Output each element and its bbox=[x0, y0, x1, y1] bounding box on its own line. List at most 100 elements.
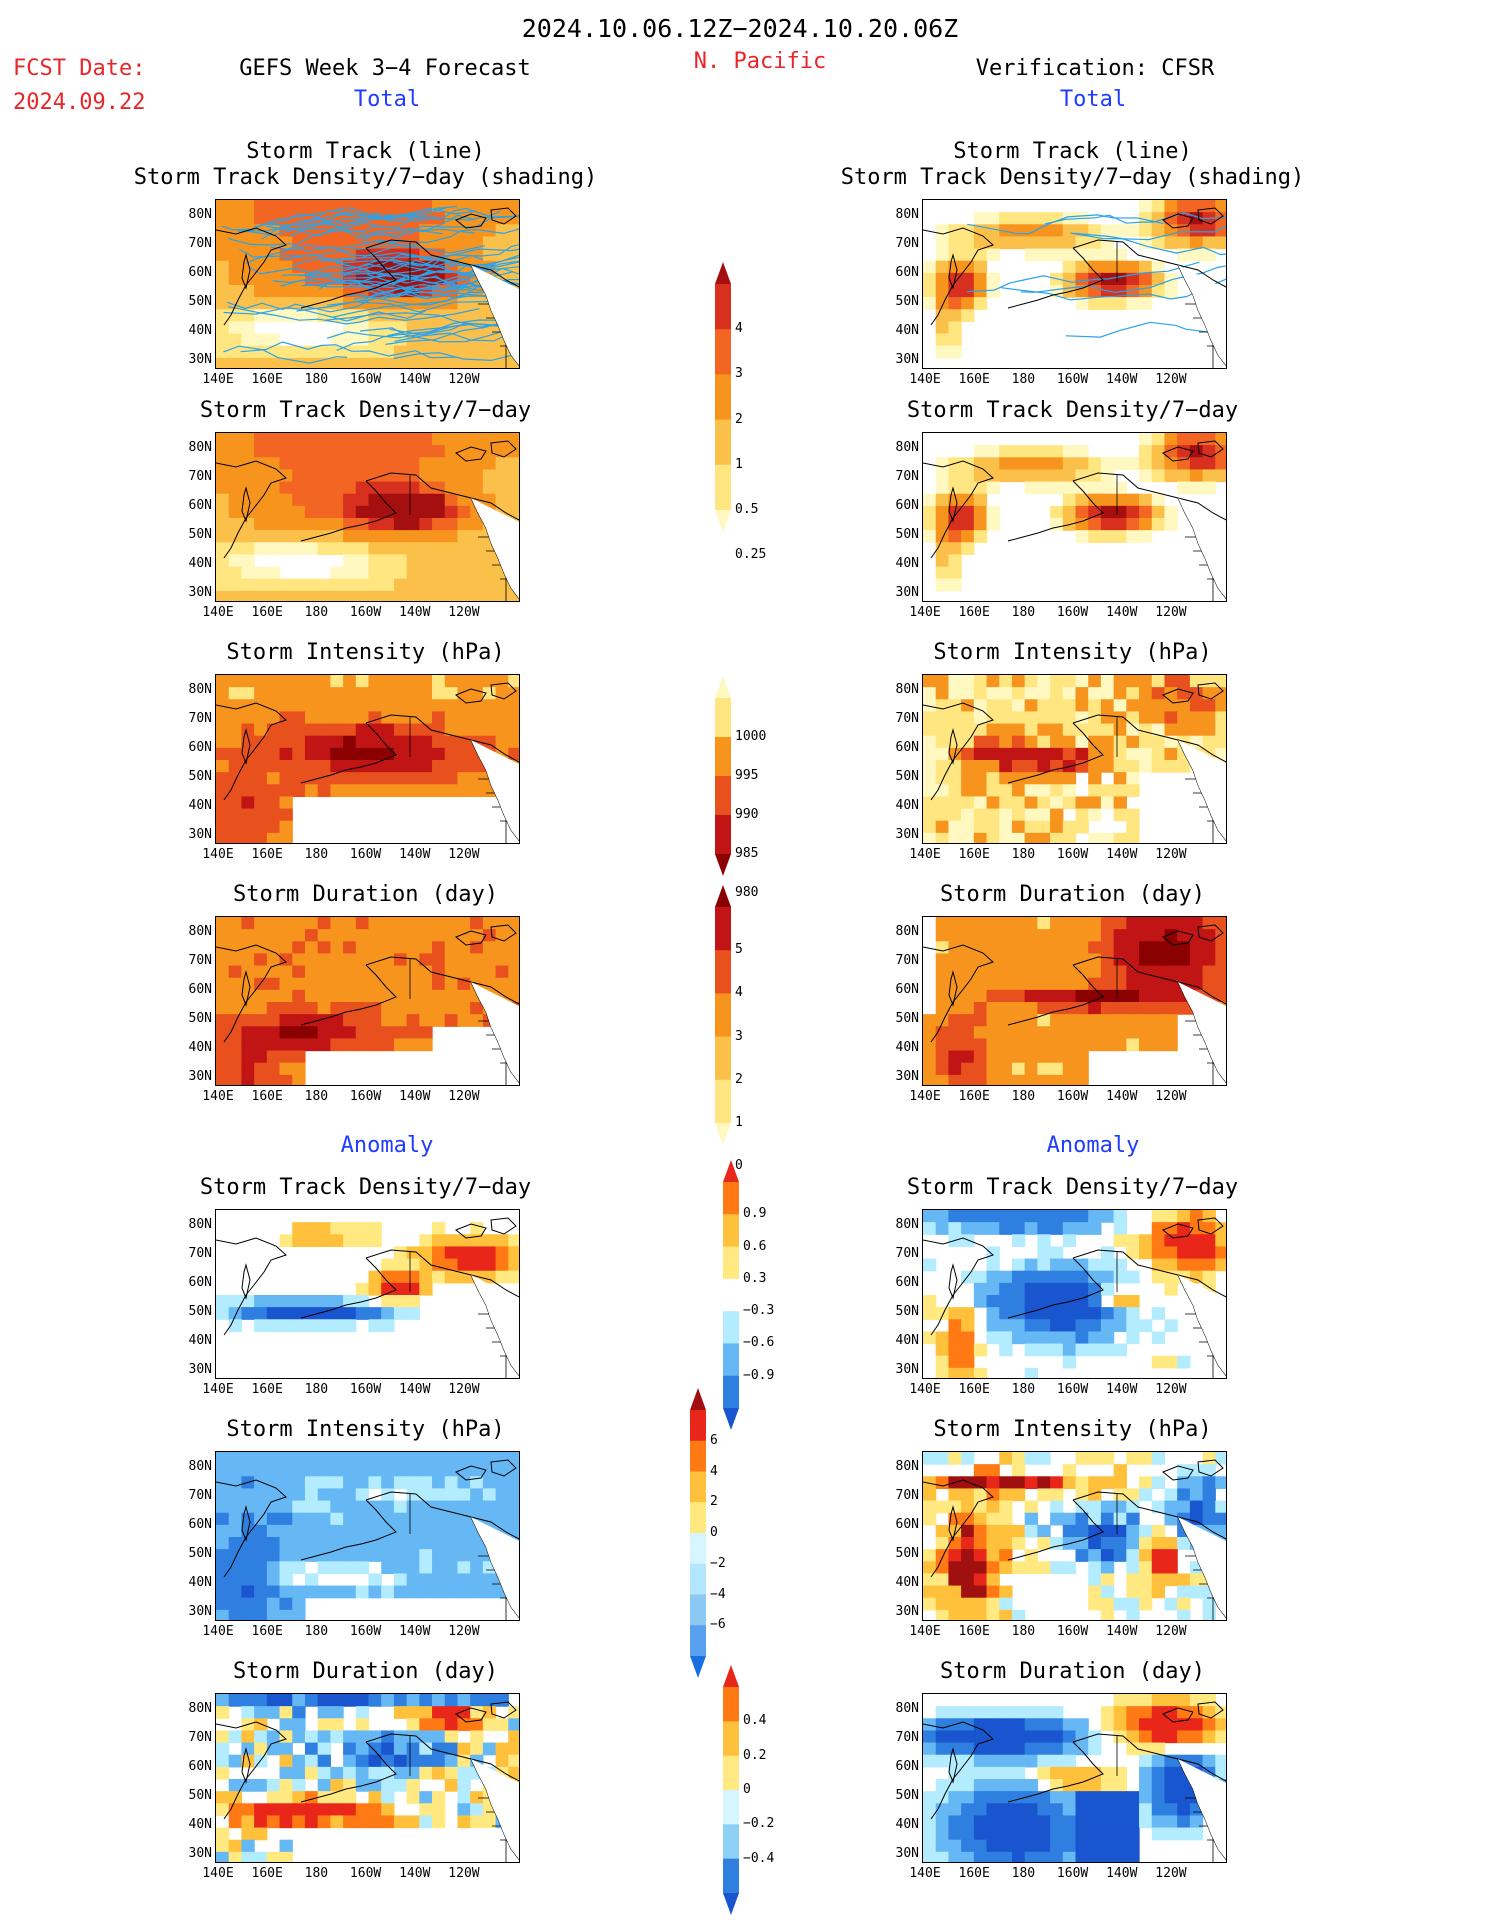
heatmap-cell bbox=[1113, 1791, 1127, 1804]
heatmap-cell bbox=[254, 1827, 268, 1841]
heatmap-cell bbox=[1037, 481, 1051, 495]
heatmap-cell bbox=[935, 699, 950, 713]
heatmap-cell bbox=[228, 1500, 243, 1514]
heatmap-cell bbox=[368, 445, 382, 458]
heatmap-cell bbox=[381, 784, 395, 798]
heatmap-cell bbox=[419, 1754, 433, 1768]
heatmap-cell bbox=[444, 505, 459, 519]
heatmap-cell bbox=[948, 760, 962, 773]
heatmap-cell bbox=[343, 1014, 357, 1027]
heatmap-cell bbox=[1202, 929, 1216, 942]
heatmap-cell bbox=[1075, 530, 1089, 543]
heatmap-cell bbox=[973, 1585, 988, 1599]
heatmap-cell bbox=[1151, 687, 1166, 700]
heatmap-cell bbox=[973, 1851, 988, 1862]
heatmap-cell bbox=[444, 760, 459, 773]
heatmap-cell bbox=[355, 977, 370, 991]
heatmap-cell bbox=[279, 260, 293, 274]
heatmap-cell bbox=[508, 965, 519, 979]
heatmap-cell bbox=[343, 542, 357, 556]
heatmap-cell bbox=[923, 493, 937, 507]
heatmap-cell bbox=[406, 1549, 420, 1562]
heatmap-cell bbox=[266, 1002, 281, 1015]
heatmap-cell bbox=[432, 1512, 446, 1526]
heatmap-cell bbox=[482, 1694, 497, 1707]
heatmap-cell bbox=[1088, 832, 1102, 843]
lat-tick-label: 80N bbox=[895, 924, 919, 939]
heatmap-cell bbox=[1100, 1827, 1115, 1841]
heatmap-cell bbox=[304, 1026, 319, 1040]
heatmap-cell bbox=[923, 1258, 937, 1272]
heatmap-cell bbox=[279, 1476, 293, 1490]
heatmap-cell bbox=[923, 1476, 937, 1490]
heatmap-cell bbox=[1100, 1331, 1115, 1345]
heatmap-cell bbox=[1024, 772, 1038, 785]
heatmap-cell bbox=[482, 1464, 497, 1477]
colorbar-intensity-total: 1000 995 990 985 980 bbox=[715, 676, 766, 900]
lat-tick-label: 60N bbox=[188, 1517, 212, 1532]
heatmap-cell bbox=[1177, 1002, 1191, 1015]
heatmap-cell bbox=[999, 212, 1013, 225]
heatmap-cell bbox=[1062, 735, 1077, 749]
heatmap-cell bbox=[355, 1585, 370, 1599]
heatmap-cell bbox=[1088, 248, 1102, 262]
heatmap-cell bbox=[419, 1585, 433, 1599]
heatmap-cell bbox=[1050, 1561, 1064, 1575]
heatmap-cell bbox=[393, 953, 408, 967]
heatmap-cell bbox=[216, 675, 230, 688]
heatmap-cell bbox=[355, 321, 370, 335]
heatmap-cell bbox=[1037, 1307, 1051, 1320]
heatmap-cell bbox=[432, 469, 446, 483]
heatmap-cell bbox=[304, 1295, 319, 1308]
heatmap-cell bbox=[381, 772, 395, 785]
heatmap-cell bbox=[419, 965, 433, 979]
heatmap-cell bbox=[216, 977, 230, 991]
heatmap-cell bbox=[973, 212, 988, 225]
heatmap-cell bbox=[1126, 1597, 1140, 1611]
heatmap-cell bbox=[343, 345, 357, 359]
heatmap-cell bbox=[1177, 711, 1191, 725]
heatmap-cell bbox=[432, 578, 446, 592]
heatmap-cell bbox=[1075, 297, 1089, 310]
heatmap-cell bbox=[1037, 808, 1051, 822]
heatmap-cell bbox=[216, 1766, 230, 1780]
heatmap-cell bbox=[343, 297, 357, 310]
heatmap-cell bbox=[1024, 1791, 1038, 1804]
heatmap-cell bbox=[1164, 200, 1178, 213]
heatmap-cell bbox=[961, 965, 975, 979]
heatmap-cell bbox=[1088, 941, 1102, 955]
heatmap-cell bbox=[228, 518, 243, 531]
heatmap-cell bbox=[495, 675, 509, 688]
coastline bbox=[1162, 213, 1194, 229]
heatmap-cell bbox=[254, 1295, 268, 1308]
heatmap-cell bbox=[1024, 747, 1038, 761]
heatmap-cell bbox=[330, 1500, 344, 1514]
heatmap-cell bbox=[266, 1050, 281, 1064]
heatmap-cell bbox=[1088, 675, 1102, 688]
heatmap-cell bbox=[923, 1331, 937, 1345]
heatmap-cell bbox=[419, 1803, 433, 1817]
heatmap-cell bbox=[961, 469, 975, 483]
heatmap-cell bbox=[419, 1014, 433, 1027]
colorbar-swatch bbox=[715, 993, 731, 1038]
heatmap-cell bbox=[1126, 1246, 1140, 1260]
heatmap-cell bbox=[355, 590, 370, 601]
heatmap-cell bbox=[961, 1537, 975, 1550]
heatmap-cell bbox=[241, 1050, 255, 1064]
heatmap-cell bbox=[482, 929, 497, 942]
heatmap-cell bbox=[923, 1718, 937, 1732]
heatmap-cell bbox=[368, 760, 382, 773]
heatmap-cell bbox=[948, 1803, 962, 1817]
heatmap-cell bbox=[1037, 1488, 1051, 1502]
heatmap-cell bbox=[228, 1452, 243, 1465]
heatmap-cell bbox=[228, 1476, 243, 1490]
heatmap-cell bbox=[986, 1754, 1000, 1768]
heatmap-cell bbox=[1215, 1258, 1226, 1272]
heatmap-cell bbox=[1075, 1851, 1089, 1862]
coastline bbox=[365, 239, 519, 288]
heatmap-cell bbox=[457, 236, 471, 250]
lon-tick-label: 140E bbox=[909, 847, 941, 862]
heatmap-cell bbox=[1151, 1585, 1166, 1599]
heatmap-cell bbox=[1139, 1246, 1153, 1260]
heatmap-cell bbox=[317, 1295, 331, 1308]
